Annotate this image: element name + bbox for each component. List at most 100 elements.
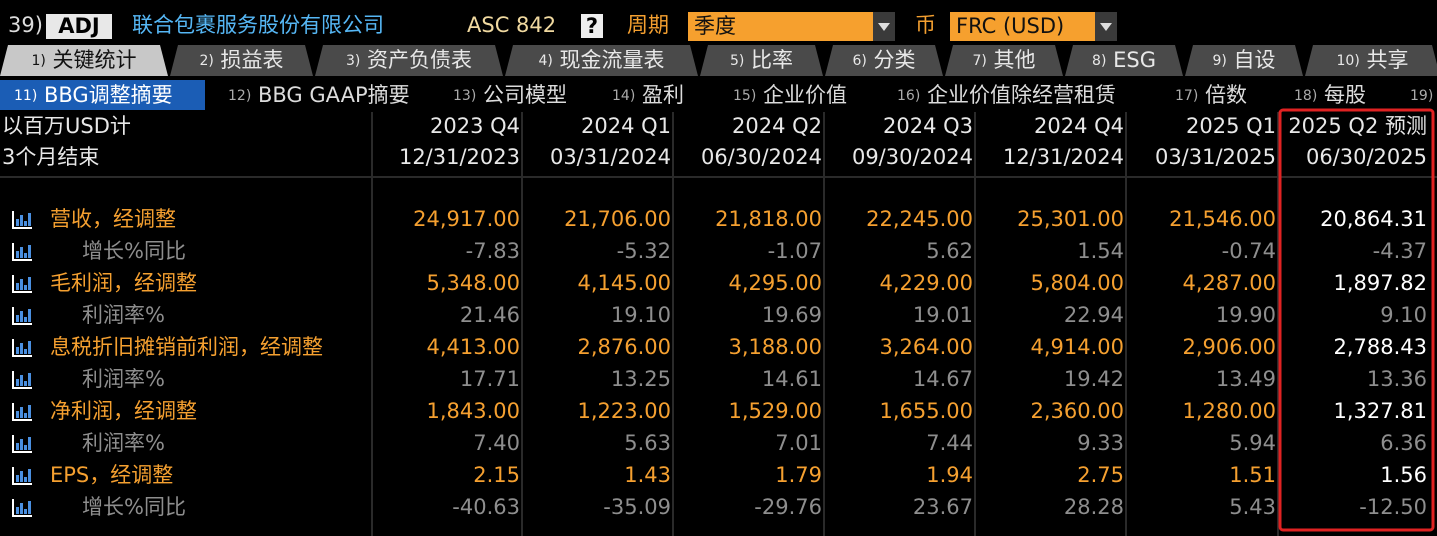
currency-dropdown[interactable] [950,12,1095,41]
subtab-text[interactable]: 每股 [1324,83,1366,107]
subtab-number[interactable]: 13) [453,88,476,104]
tab-label[interactable]: 8) ESG [1092,48,1156,72]
help[interactable]: ? [586,14,598,38]
icon-bar[interactable] [16,443,19,450]
icon-axis[interactable] [12,211,32,229]
tab-label[interactable]: 1) 关键统计 [31,48,136,72]
icon-bar[interactable] [24,509,27,514]
subtab-label[interactable]: 19) [1410,88,1433,104]
chart-icon[interactable] [11,306,33,326]
tab-text[interactable]: 其他 [994,48,1036,72]
subtab-number[interactable]: 11) [14,88,37,104]
icon-bar[interactable] [20,311,23,322]
icon-bar[interactable] [20,279,23,290]
subtab-text[interactable]: BBG GAAP摘要 [258,83,410,107]
icon-bar[interactable] [16,507,19,514]
tab-label[interactable]: 2) 损益表 [199,48,283,72]
tab-text[interactable]: 关键统计 [53,48,137,72]
subtab-text[interactable]: 盈利 [642,83,684,107]
chart-icon[interactable] [11,434,33,454]
tab[interactable] [505,45,698,76]
icon-axis[interactable] [12,435,32,453]
icon-bar[interactable] [28,501,31,514]
tab-text[interactable]: 自设 [1234,48,1276,72]
adj-label[interactable]: ADJ [58,14,100,38]
tab-text[interactable]: 资产负债表 [367,48,472,72]
icon-bar[interactable] [16,251,19,258]
tab-text[interactable]: 分类 [874,48,916,72]
chart-icon[interactable] [11,242,33,262]
chart-icon[interactable] [11,210,33,230]
tab-label[interactable]: 9) 自设 [1212,48,1275,72]
icon-bar[interactable] [24,445,27,450]
icon-bar[interactable] [24,349,27,354]
tab-label[interactable]: 3) 资产负债表 [346,48,472,72]
tab-number[interactable]: 3) [346,53,360,69]
tab-number[interactable]: 9) [1212,53,1226,69]
subtab-number[interactable]: 12) [228,88,251,104]
icon-bar[interactable] [24,413,27,418]
icon-axis[interactable] [12,403,32,421]
adj-box[interactable] [46,14,112,39]
tab-number[interactable]: 4) [538,53,552,69]
icon-bar[interactable] [16,379,19,386]
tab[interactable] [825,45,943,76]
icon-bar[interactable] [24,253,27,258]
icon-bar[interactable] [16,283,19,290]
subtab-number[interactable]: 16) [897,88,920,104]
chart-icon[interactable] [11,402,33,422]
icon-axis[interactable] [12,307,32,325]
icon-bar[interactable] [16,411,19,418]
icon-bar[interactable] [24,317,27,322]
subtab-text[interactable]: BBG调整摘要 [44,83,173,107]
subtab-text[interactable]: 企业价值 [763,83,847,107]
tab[interactable] [315,45,503,76]
icon-bar[interactable] [28,213,31,226]
subtab-text[interactable]: 倍数 [1205,83,1247,107]
tab[interactable] [170,45,313,76]
chart-icon[interactable] [11,338,33,358]
subtab-label[interactable]: 16) 企业价值除经营租赁 [897,83,1116,107]
icon-axis[interactable] [12,499,32,517]
tab-text[interactable]: 损益表 [221,48,284,72]
icon-bar[interactable] [28,277,31,290]
icon-axis[interactable] [12,371,32,389]
icon-bar[interactable] [20,343,23,354]
subtab-number[interactable]: 15) [733,88,756,104]
chart-icon[interactable] [11,498,33,518]
icon-axis[interactable] [12,243,32,261]
tab-text[interactable]: 比率 [751,48,793,72]
tab-number[interactable]: 1) [31,53,45,69]
tab[interactable] [945,45,1063,76]
icon-bar[interactable] [24,477,27,482]
icon-bar[interactable] [20,215,23,226]
subtab-label[interactable]: 13) 公司模型 [453,83,567,107]
tab[interactable] [1065,45,1183,76]
icon-axis[interactable] [12,467,32,485]
chart-icon[interactable] [11,370,33,390]
tab-number[interactable]: 7) [972,53,986,69]
subtab-text[interactable]: 企业价值除经营租赁 [927,83,1116,107]
icon-bar[interactable] [28,309,31,322]
help-box[interactable] [581,14,603,38]
tab-label[interactable]: 6) 分类 [852,48,915,72]
icon-bar[interactable] [24,221,27,226]
subtab-number[interactable]: 17) [1175,88,1198,104]
subtab-label[interactable]: 11) BBG调整摘要 [14,83,173,107]
subtab-number[interactable]: 19) [1410,88,1433,104]
icon-bar[interactable] [24,285,27,290]
icon-bar[interactable] [20,247,23,258]
icon-bar[interactable] [16,219,19,226]
chart-icon[interactable] [11,274,33,294]
icon-bar[interactable] [20,503,23,514]
tab[interactable] [700,45,823,76]
tab[interactable] [1305,45,1437,76]
subtab-text[interactable]: 公司模型 [483,83,567,107]
icon-bar[interactable] [20,407,23,418]
subtab-number[interactable]: 14) [612,88,635,104]
icon-bar[interactable] [28,437,31,450]
subtab-label[interactable]: 17) 倍数 [1175,83,1247,107]
icon-bar[interactable] [28,373,31,386]
tab-number[interactable]: 5) [730,53,744,69]
icon-bar[interactable] [20,439,23,450]
